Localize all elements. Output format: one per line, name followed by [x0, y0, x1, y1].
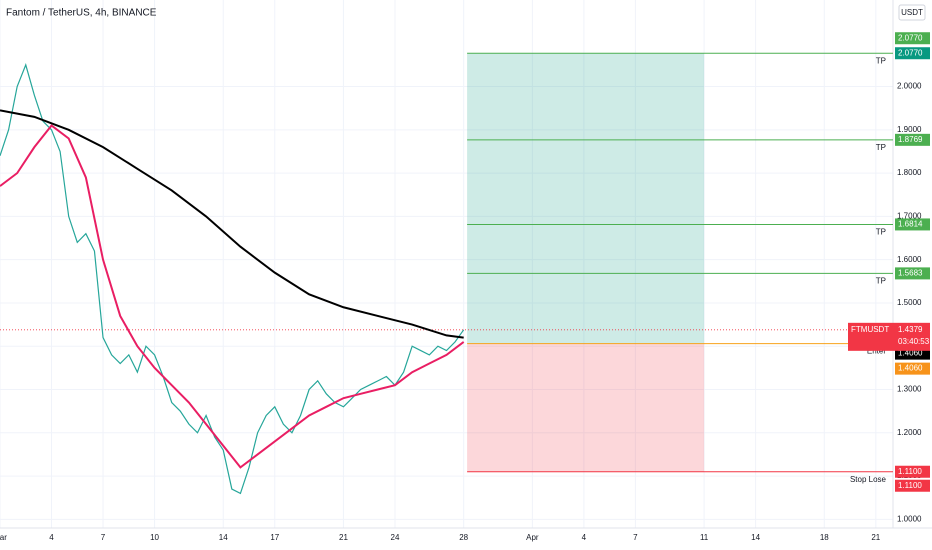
- currency-label[interactable]: USDT: [901, 8, 923, 17]
- level-label: TP: [876, 277, 886, 286]
- x-tick-label: 7: [101, 533, 106, 542]
- price-badge-text: 2.0770: [898, 48, 923, 57]
- target-zone: [467, 53, 705, 344]
- price-badge: [895, 267, 930, 280]
- level-label: TP: [876, 143, 886, 152]
- price-badge-text: 1.1100: [898, 481, 922, 490]
- price-line: [0, 63, 465, 495]
- level-label: TP: [876, 228, 886, 237]
- y-tick-label: 1.0000: [897, 514, 922, 523]
- price-badge-text: 1.1100: [898, 467, 922, 476]
- stop-zone: [467, 343, 705, 472]
- y-tick-label: 1.8000: [897, 168, 922, 177]
- x-tick-label: 17: [270, 533, 279, 542]
- x-tick-label: 21: [339, 533, 348, 542]
- x-tick-label: 24: [391, 533, 400, 542]
- x-tick-label: 7: [633, 533, 638, 542]
- y-tick-label: 1.5000: [897, 298, 922, 307]
- level-label: TP: [876, 56, 886, 65]
- price-badge: [895, 479, 930, 492]
- x-tick-label: 21: [871, 533, 880, 542]
- price-badge: [895, 47, 930, 60]
- price-badge: [895, 465, 930, 478]
- price-line: [0, 124, 465, 469]
- price-badge-text: 1.8769: [898, 135, 923, 144]
- price-line: [0, 109, 464, 339]
- plot: [0, 0, 893, 528]
- price-badge-text: 1.4060: [898, 364, 923, 373]
- x-tick-label: Apr: [526, 533, 539, 542]
- level-label: Stop Lose: [850, 475, 887, 484]
- current-badge: [848, 322, 930, 351]
- x-tick-label: 14: [219, 533, 228, 542]
- price-badge-text: 1.4060: [898, 349, 923, 358]
- chart-title: Fantom / TetherUS, 4h, BINANCE: [6, 8, 157, 19]
- x-tick-label: 4: [582, 533, 587, 542]
- y-tick-label: 1.7000: [897, 212, 922, 221]
- y-tick-label: 2.0000: [897, 82, 922, 91]
- price-badge: [895, 133, 930, 146]
- x-tick-label: 10: [150, 533, 159, 542]
- price-badge-text: 2.0770: [898, 33, 923, 42]
- currency-button[interactable]: [898, 4, 926, 21]
- x-tick-label: Mar: [0, 533, 7, 542]
- x-tick-label: 11: [700, 533, 709, 542]
- current-symbol: FTMUSDT: [851, 325, 889, 334]
- price-badge: [895, 32, 930, 45]
- countdown: 03:40:53: [898, 337, 930, 346]
- price-badge: [895, 362, 930, 375]
- x-tick-label: 14: [751, 533, 760, 542]
- price-badge-text: 1.5683: [898, 269, 923, 278]
- x-tick-label: 28: [459, 533, 468, 542]
- level-label: Enter: [867, 347, 886, 356]
- y-tick-label: 1.9000: [897, 125, 922, 134]
- x-tick-label: 18: [820, 533, 829, 542]
- y-tick-label: 1.6000: [897, 255, 922, 264]
- y-tick-label: 1.3000: [897, 385, 922, 394]
- current-price: 1.4379: [898, 325, 923, 334]
- x-tick-label: 4: [49, 533, 54, 542]
- y-tick-label: 1.2000: [897, 428, 922, 437]
- price-badge: [895, 218, 930, 231]
- price-badge-text: 1.6814: [898, 220, 923, 229]
